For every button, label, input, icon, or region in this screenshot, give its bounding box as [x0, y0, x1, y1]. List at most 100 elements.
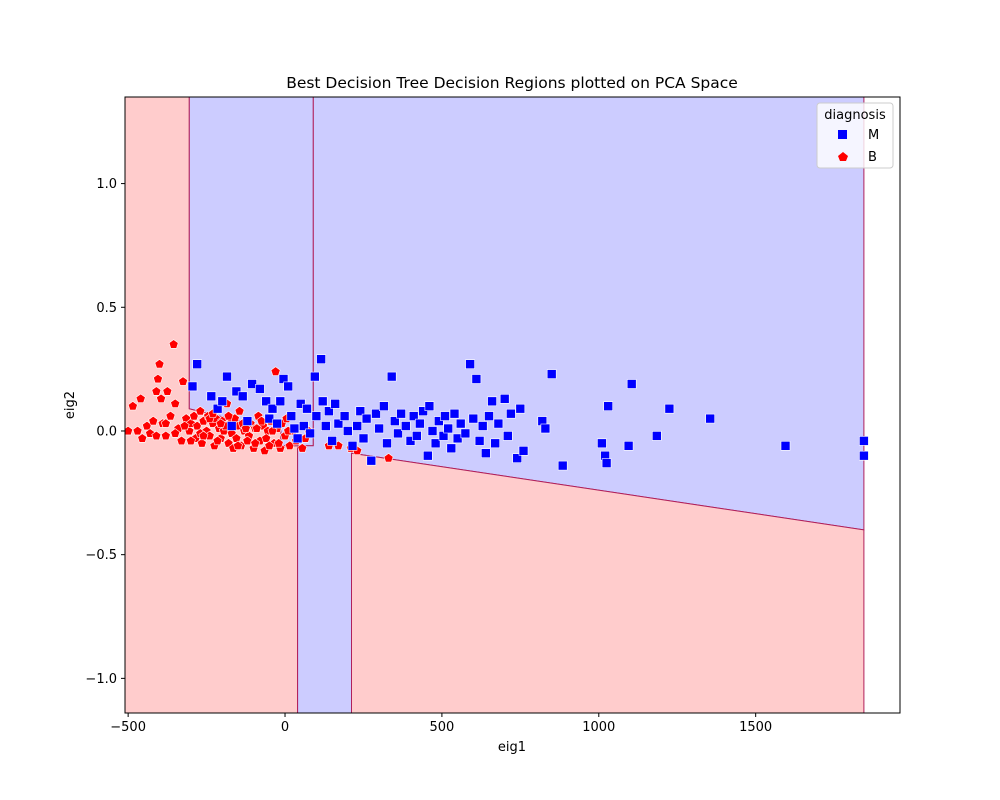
- point-m-75: [480, 448, 491, 459]
- point-m-83: [512, 453, 523, 464]
- point-b-104: [264, 440, 275, 451]
- point-m-20: [289, 423, 300, 434]
- point-b-8: [151, 386, 162, 396]
- point-m-50: [396, 408, 406, 419]
- point-b-10: [154, 359, 165, 369]
- point-m-41: [361, 413, 372, 424]
- y-tick-label: 0.0: [96, 424, 117, 439]
- point-m-77: [487, 396, 497, 407]
- point-m-8: [237, 391, 248, 402]
- point-b-92: [261, 433, 272, 443]
- point-m-25: [305, 428, 315, 439]
- point-m-18: [283, 381, 294, 392]
- x-tick-label: 500: [429, 720, 454, 735]
- point-m-34: [333, 418, 344, 429]
- point-m-31: [324, 406, 334, 417]
- point-m-63: [440, 411, 450, 421]
- point-m-2: [231, 386, 242, 397]
- point-m-37: [347, 440, 358, 451]
- point-m-97: [664, 403, 675, 414]
- point-b-19: [176, 435, 187, 446]
- point-m-59: [427, 426, 438, 436]
- point-m-45: [379, 401, 389, 412]
- legend-label-m: M: [868, 128, 879, 143]
- point-m-13: [264, 413, 275, 424]
- point-b-78: [383, 453, 394, 463]
- point-m-79: [493, 418, 504, 429]
- point-m-57: [422, 450, 433, 461]
- point-m-68: [455, 418, 466, 429]
- decision-region-b-3: [351, 452, 865, 713]
- point-m-89: [557, 460, 568, 471]
- point-m-17: [275, 396, 286, 407]
- y-axis-label: eig2: [63, 391, 78, 419]
- legend-box: [816, 102, 894, 169]
- point-m-38: [352, 421, 363, 431]
- y-tick-label: 1.0: [96, 177, 117, 192]
- point-m-72: [471, 374, 482, 384]
- point-m-30: [320, 421, 331, 431]
- point-b-82: [179, 420, 190, 431]
- point-m-54: [411, 431, 422, 441]
- point-m-100: [859, 436, 869, 446]
- point-m-28: [316, 354, 326, 365]
- point-b-47: [234, 406, 245, 416]
- legend-title: diagnosis: [824, 108, 886, 123]
- point-m-21: [292, 433, 303, 444]
- point-m-35: [339, 411, 350, 421]
- point-m-0: [192, 359, 202, 370]
- point-b-80: [160, 418, 171, 428]
- y-tick-label: −1.0: [85, 672, 117, 687]
- point-m-74: [477, 421, 488, 431]
- point-m-58: [424, 401, 435, 412]
- point-b-16: [168, 339, 179, 349]
- point-m-67: [452, 433, 463, 444]
- point-m-24: [302, 403, 312, 414]
- point-m-32: [327, 436, 337, 446]
- point-m-11: [255, 384, 265, 394]
- point-m-88: [546, 369, 557, 379]
- point-m-81: [502, 431, 513, 441]
- point-m-78: [490, 438, 501, 449]
- point-m-9: [242, 416, 253, 426]
- point-m-19: [286, 411, 297, 421]
- point-m-87: [540, 423, 551, 434]
- point-m-1: [222, 371, 232, 382]
- point-b-28: [196, 438, 207, 448]
- point-b-62: [270, 366, 281, 376]
- point-b-96: [198, 430, 209, 441]
- point-b-11: [156, 393, 166, 404]
- x-axis-ticks: −500 0 500 1000 1500: [110, 713, 772, 735]
- point-m-99: [780, 440, 791, 451]
- plot-frame: [124, 96, 901, 714]
- point-m-14: [267, 403, 278, 414]
- point-m-27: [311, 411, 322, 421]
- point-m-93: [603, 401, 614, 412]
- point-m-80: [499, 393, 510, 404]
- point-b-7: [148, 415, 159, 426]
- point-b-0: [125, 425, 134, 436]
- point-b-100: [233, 440, 243, 451]
- point-m-70: [465, 359, 475, 370]
- point-m-15: [272, 418, 283, 429]
- point-m-22: [295, 398, 306, 409]
- point-b-4: [137, 433, 148, 443]
- point-m-73: [474, 436, 485, 446]
- y-axis-ticks: −1.0 −0.5 0.0 0.5 1.0: [85, 177, 125, 687]
- point-m-60: [430, 438, 441, 449]
- point-m-92: [601, 458, 612, 468]
- point-m-36: [342, 426, 353, 436]
- point-m-101: [859, 450, 869, 461]
- point-m-55: [415, 418, 425, 429]
- legend-marker-b: [838, 152, 848, 161]
- point-b-2: [132, 425, 143, 436]
- point-m-85: [518, 445, 529, 456]
- point-b-81: [170, 428, 181, 438]
- point-m-26: [309, 371, 320, 382]
- point-m-49: [393, 428, 403, 439]
- point-b-99: [223, 410, 234, 421]
- x-tick-label: 1000: [582, 720, 615, 735]
- point-b-14: [162, 386, 173, 396]
- x-tick-label: −500: [110, 720, 146, 735]
